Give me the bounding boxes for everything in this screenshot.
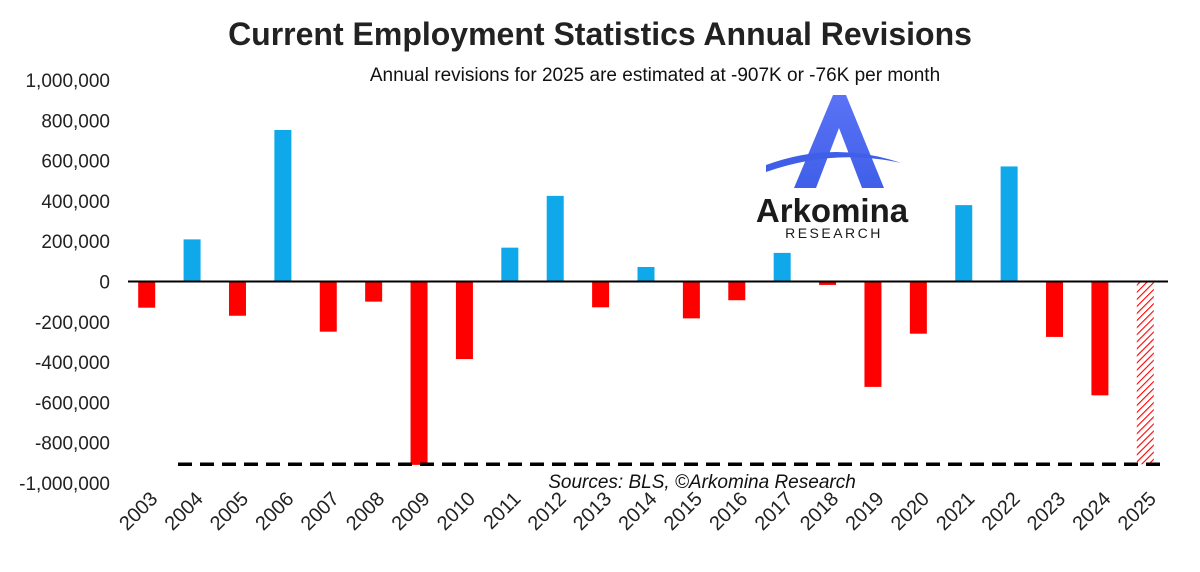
y-tick-label: 400,000: [41, 192, 110, 213]
x-tick-label: 2005: [206, 488, 253, 535]
x-tick-label: 2025: [1114, 488, 1161, 535]
x-tick-label: 2006: [251, 488, 298, 535]
arkomina-logo: Arkomina RESEARCH: [756, 95, 909, 241]
x-tick-label: 2010: [433, 488, 480, 535]
x-tick-label: 2007: [297, 488, 344, 535]
bar-2019: [864, 281, 882, 387]
x-tick-label: 2014: [615, 488, 662, 535]
x-tick-label: 2021: [932, 488, 979, 535]
bar-2006: [274, 129, 292, 282]
bar-2016: [728, 281, 746, 301]
logo-a-icon: [794, 95, 884, 188]
bar-2013: [592, 281, 610, 308]
bar-2009: [410, 281, 428, 465]
bar-2014: [637, 266, 655, 282]
bar-2015: [682, 281, 700, 319]
x-tick-label: 2024: [1068, 488, 1115, 535]
x-tick-label: 2003: [115, 488, 162, 535]
x-tick-label: 2015: [660, 488, 707, 535]
y-tick-label: -400,000: [35, 353, 110, 374]
x-tick-label: 2016: [705, 488, 752, 535]
chart-title: Current Employment Statistics Annual Rev…: [228, 16, 972, 52]
bar-2007: [319, 281, 337, 332]
x-tick-label: 2012: [524, 488, 571, 535]
source-note: Sources: BLS, ©Arkomina Research: [548, 472, 856, 493]
y-axis-tick-labels: 1,000,000 800,000 600,000 400,000 200,000 0 -2…: [19, 71, 110, 495]
bar-2008: [365, 281, 383, 302]
x-tick-label: 2023: [1023, 488, 1070, 535]
bar-2012: [546, 195, 564, 282]
bar-2004: [183, 239, 201, 282]
y-tick-label: -200,000: [35, 313, 110, 334]
bar-2017: [773, 252, 791, 282]
chart-subtitle: Annual revisions for 2025 are estimated …: [370, 65, 940, 86]
logo-swoosh-icon: [766, 151, 901, 172]
y-tick-label: -800,000: [35, 434, 110, 455]
logo-tagline: RESEARCH: [785, 225, 883, 241]
x-tick-label: 2013: [569, 488, 616, 535]
y-tick-label: 1,000,000: [25, 71, 110, 92]
y-tick-label: 200,000: [41, 232, 110, 253]
y-tick-label: 0: [99, 273, 110, 294]
x-tick-label: 2004: [161, 488, 208, 535]
x-tick-label: 2019: [841, 488, 888, 535]
bar-2005: [228, 281, 246, 316]
x-tick-label: 2018: [796, 488, 843, 535]
bar-2020: [909, 281, 927, 334]
bar-2010: [455, 281, 473, 360]
bar-2022: [1000, 166, 1018, 282]
x-tick-label: 2017: [751, 488, 798, 535]
bar-2003: [138, 281, 156, 308]
y-tick-label: -600,000: [35, 393, 110, 414]
x-tick-label: 2011: [479, 488, 525, 534]
x-tick-label: 2009: [388, 488, 435, 535]
y-tick-label: 800,000: [41, 111, 110, 132]
x-tick-label: 2022: [978, 488, 1025, 535]
bar-2025: [1136, 281, 1154, 465]
y-tick-label: -1,000,000: [19, 474, 110, 495]
bar-2011: [501, 247, 519, 282]
bar-2024: [1091, 281, 1109, 396]
x-tick-label: 2020: [887, 488, 934, 535]
x-tick-label: 2008: [342, 488, 389, 535]
bar-series: [138, 129, 1154, 465]
logo-name: Arkomina: [756, 192, 909, 229]
bar-2023: [1046, 281, 1064, 337]
y-tick-label: 600,000: [41, 152, 110, 173]
bar-2021: [955, 205, 973, 282]
bar-2018: [819, 281, 837, 285]
